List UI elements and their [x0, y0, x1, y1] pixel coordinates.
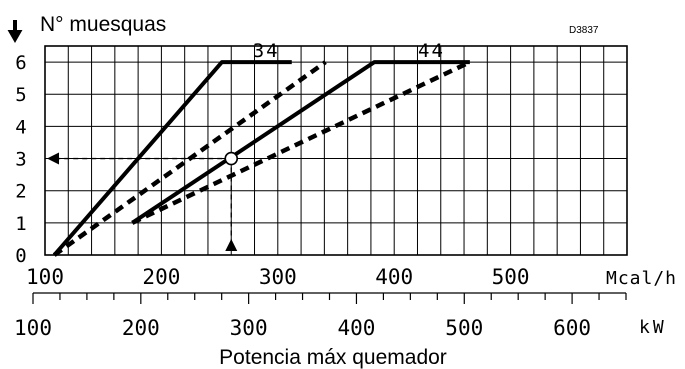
kw-tick-label: 600 [553, 316, 591, 340]
series-layer [52, 60, 471, 257]
y-tick-labels: 0 1 2 3 4 5 6 [15, 52, 26, 267]
kw-tick-label: 200 [122, 316, 160, 340]
example-reading [47, 151, 239, 251]
mcal-tick-label: 100 [26, 265, 64, 289]
kw-axis-ticks [32, 293, 627, 304]
mcal-tick-label: 400 [375, 265, 413, 289]
y-tick-label: 0 [15, 245, 26, 267]
series-labels: 34 44 [253, 40, 445, 62]
y-tick-label: 1 [15, 213, 26, 235]
kw-tick-labels: 100 200 300 400 500 600 [14, 316, 591, 340]
series-label-34: 34 [253, 40, 280, 62]
grid [45, 46, 627, 255]
example-point-marker [224, 151, 239, 166]
y-tick-label: 5 [15, 84, 26, 106]
mcal-unit: Mcal/h [606, 268, 677, 289]
kw-tick-label: 500 [445, 316, 483, 340]
kw-tick-label: 400 [337, 316, 375, 340]
y-tick-label: 6 [15, 52, 26, 74]
mcal-tick-label: 500 [492, 265, 530, 289]
series-34-solid [52, 60, 292, 257]
kw-unit: kW [639, 317, 667, 338]
kw-tick-label: 300 [230, 316, 268, 340]
series-label-44: 44 [418, 40, 445, 62]
mcal-tick-label: 200 [142, 265, 180, 289]
mcal-tick-label: 300 [259, 265, 297, 289]
series-34-dashed [53, 60, 327, 257]
left-arrow-icon [47, 152, 59, 165]
y-axis-title-group: N° muesquas [7, 13, 166, 44]
y-tick-label: 4 [15, 116, 26, 138]
series-44-solid [131, 60, 470, 225]
plot-border [44, 45, 628, 256]
figure-code: D3837 [569, 25, 599, 36]
y-tick-label: 3 [15, 149, 26, 171]
down-arrow-icon [7, 20, 23, 44]
up-arrow-icon [225, 239, 238, 251]
kw-tick-label: 100 [14, 316, 52, 340]
series-44-dashed [131, 60, 471, 225]
x-axis-title: Potencia máx quemador [219, 346, 447, 369]
y-tick-label: 2 [15, 181, 26, 203]
mcal-tick-labels: 100 200 300 400 500 [26, 265, 530, 289]
y-axis-title: N° muesquas [40, 13, 166, 36]
